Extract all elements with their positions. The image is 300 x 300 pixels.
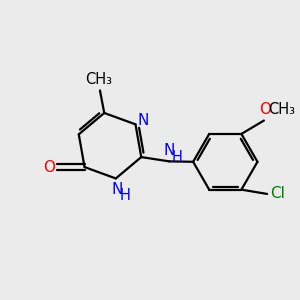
Text: O: O	[43, 160, 55, 175]
Text: H: H	[120, 188, 131, 203]
Text: H: H	[171, 150, 182, 165]
Text: CH₃: CH₃	[85, 72, 112, 87]
Text: N: N	[137, 112, 149, 128]
Text: N: N	[164, 143, 175, 158]
Text: Cl: Cl	[270, 186, 285, 201]
Text: CH₃: CH₃	[268, 102, 295, 117]
Text: O: O	[260, 102, 272, 117]
Text: N: N	[112, 182, 123, 197]
